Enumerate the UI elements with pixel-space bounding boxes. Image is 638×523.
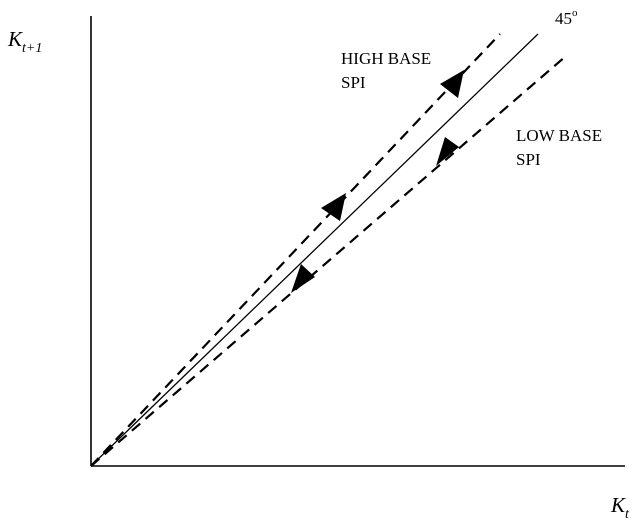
high-base-label-line1: HIGH BASE xyxy=(341,49,431,68)
high-base-arrow-lower xyxy=(321,193,346,221)
high-base-arrow-upper xyxy=(440,70,464,98)
x-axis-label-sub: t xyxy=(625,507,630,522)
low-base-arrow-upper xyxy=(436,137,459,166)
low-base-arrow-lower xyxy=(291,264,315,293)
y-axis-label-main: K xyxy=(7,27,23,51)
x-axis-label-main: K xyxy=(610,493,626,517)
forty-five-degree-label: 45o xyxy=(555,7,578,28)
forty-five-degree-number: 45 xyxy=(555,9,572,28)
degree-symbol: o xyxy=(572,7,578,19)
low-base-spi-line xyxy=(90,55,567,467)
y-axis-label-sub: t+1 xyxy=(22,41,42,56)
forty-five-degree-line xyxy=(90,33,539,467)
x-axis-label: Kt xyxy=(610,493,630,522)
high-base-label-line2: SPI xyxy=(341,73,366,92)
high-base-spi-line xyxy=(90,33,501,467)
y-axis-label: Kt+1 xyxy=(7,27,42,56)
low-base-label-line2: SPI xyxy=(516,150,541,169)
low-base-label-line1: LOW BASE xyxy=(516,126,602,145)
